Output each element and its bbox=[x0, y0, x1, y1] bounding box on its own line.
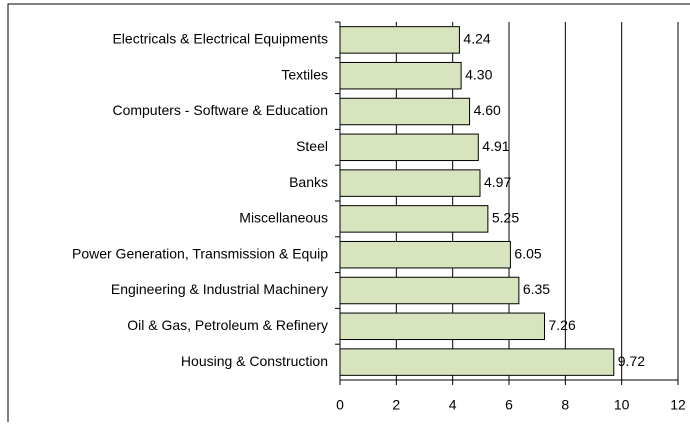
bar bbox=[339, 26, 460, 54]
value-label: 6.35 bbox=[523, 281, 550, 297]
bar bbox=[339, 276, 520, 305]
y-tick-label: Textiles bbox=[281, 66, 328, 82]
y-tick-label: Power Generation, Transmission & Equip bbox=[72, 245, 328, 261]
bar bbox=[339, 97, 471, 126]
bar bbox=[339, 240, 511, 269]
value-label: 9.72 bbox=[618, 353, 645, 369]
value-label: 4.30 bbox=[465, 66, 492, 82]
bar bbox=[339, 205, 489, 233]
y-tick-label: Miscellaneous bbox=[239, 210, 328, 226]
x-tick-label: 8 bbox=[561, 397, 569, 413]
value-label: 4.60 bbox=[474, 102, 501, 118]
bar bbox=[339, 348, 615, 376]
y-tick-label: Engineering & Industrial Machinery bbox=[111, 281, 328, 297]
bar bbox=[339, 169, 481, 197]
bar bbox=[339, 312, 545, 341]
y-tick-label: Housing & Construction bbox=[181, 353, 328, 369]
value-label: 5.25 bbox=[492, 210, 519, 226]
x-tick-label: 10 bbox=[614, 397, 630, 413]
x-tick-label: 2 bbox=[392, 397, 400, 413]
y-tick-label: Electricals & Electrical Equipments bbox=[112, 31, 328, 47]
y-tick-label: Steel bbox=[296, 138, 328, 154]
y-tick-label: Computers - Software & Education bbox=[112, 102, 328, 118]
x-tick-label: 4 bbox=[449, 397, 457, 413]
value-label: 4.91 bbox=[482, 138, 509, 154]
value-label: 4.24 bbox=[463, 31, 490, 47]
x-tick-label: 6 bbox=[505, 397, 513, 413]
chart-frame bbox=[7, 3, 690, 422]
value-label: 7.26 bbox=[548, 317, 575, 333]
bar bbox=[339, 61, 462, 90]
bar bbox=[339, 133, 479, 162]
x-tick-label: 12 bbox=[670, 397, 686, 413]
y-tick-label: Oil & Gas, Petroleum & Refinery bbox=[127, 317, 328, 333]
x-tick-label: 0 bbox=[336, 397, 344, 413]
value-label: 4.97 bbox=[484, 174, 511, 190]
value-label: 6.05 bbox=[514, 245, 541, 261]
y-tick-label: Banks bbox=[289, 174, 328, 190]
